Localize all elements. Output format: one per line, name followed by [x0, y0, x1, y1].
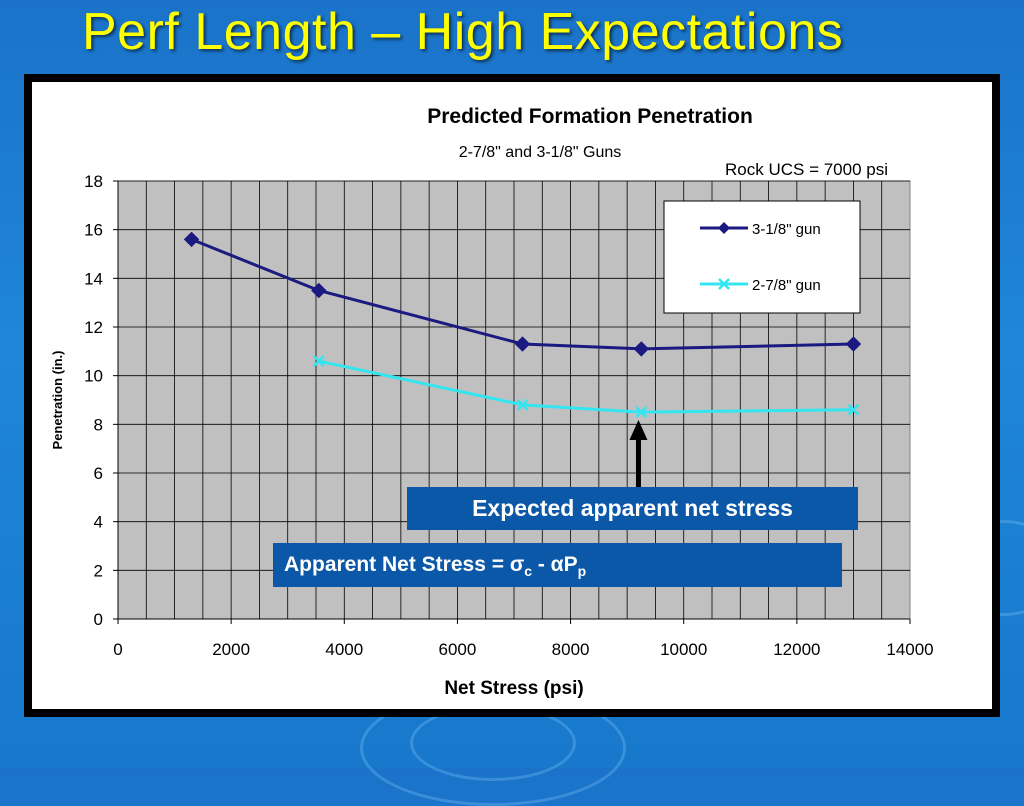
- x-tick-label: 10000: [660, 640, 707, 659]
- x-tick-label: 2000: [212, 640, 250, 659]
- minus-sign: -: [532, 553, 551, 576]
- data-point-diamond: [183, 231, 200, 248]
- sigma-symbol: σ: [509, 553, 525, 576]
- data-point-x: [516, 398, 529, 411]
- y-tick-label: 14: [84, 269, 103, 288]
- data-point-x: [312, 355, 325, 367]
- alpha-symbol: α: [550, 553, 564, 576]
- penetration-chart: 0 2 4 6 8 10 12 14 16 18 0 2000 4000 6000 8000 10000 120…: [50, 105, 934, 699]
- y-tick-label: 0: [94, 610, 103, 629]
- pointer-arrow-head: [629, 420, 648, 440]
- chart-subtitle: 2-7/8" and 3-1/8" Guns: [459, 144, 622, 161]
- y-tick-label: 16: [84, 221, 103, 240]
- x-tick-label: 14000: [886, 640, 933, 659]
- formula-prefix: Apparent Net Stress =: [284, 553, 510, 576]
- x-tick-label: 6000: [439, 640, 477, 659]
- data-point-diamond: [514, 336, 531, 352]
- x-tick-label: 12000: [773, 640, 820, 659]
- y-tick-label: 10: [84, 367, 103, 386]
- data-point-diamond: [845, 336, 862, 352]
- y-tick-label: 6: [94, 464, 103, 483]
- series-line-2: [318, 359, 854, 414]
- rock-ucs-annotation: Rock UCS = 7000 psi: [725, 160, 888, 179]
- legend-label: 2-7/8" gun: [752, 277, 821, 294]
- apparent-net-stress-formula: Apparent Net Stress = σc - αPp: [273, 543, 842, 587]
- x-tick-label: 8000: [552, 640, 590, 659]
- chart-title: Predicted Formation Penetration: [427, 105, 753, 128]
- y-axis-title: Penetration (in.): [50, 351, 65, 450]
- y-tick-label: 8: [94, 415, 103, 434]
- legend-marker: [718, 222, 730, 234]
- legend-label: 3-1/8" gun: [752, 221, 821, 238]
- chart-panel: 0 2 4 6 8 10 12 14 16 18 0 2000 4000 6000 8000 10000 120…: [32, 82, 992, 709]
- x-tick-label: 0: [113, 640, 122, 659]
- y-tick-label: 4: [94, 513, 103, 532]
- data-point-x: [847, 403, 860, 416]
- chart-frame: 0 2 4 6 8 10 12 14 16 18 0 2000 4000 6000 8000 10000 120…: [24, 74, 1000, 717]
- y-tick-label: 12: [84, 318, 103, 337]
- pressure-symbol: P: [563, 553, 578, 576]
- slide-title: Perf Length – High Expectations: [82, 3, 844, 61]
- legend-box: [663, 200, 861, 314]
- legend-marker: [718, 278, 730, 290]
- x-tick-label: 4000: [325, 640, 363, 659]
- y-tick-label: 2: [94, 561, 103, 580]
- x-axis-title: Net Stress (psi): [444, 678, 583, 699]
- expected-stress-callout: Expected apparent net stress: [407, 487, 858, 530]
- data-point-diamond: [633, 341, 649, 357]
- sigma-subscript: c: [524, 563, 532, 580]
- pressure-subscript: p: [577, 563, 587, 580]
- data-point-x: [635, 406, 648, 419]
- data-point-diamond: [311, 282, 327, 299]
- y-tick-label: 18: [84, 172, 103, 191]
